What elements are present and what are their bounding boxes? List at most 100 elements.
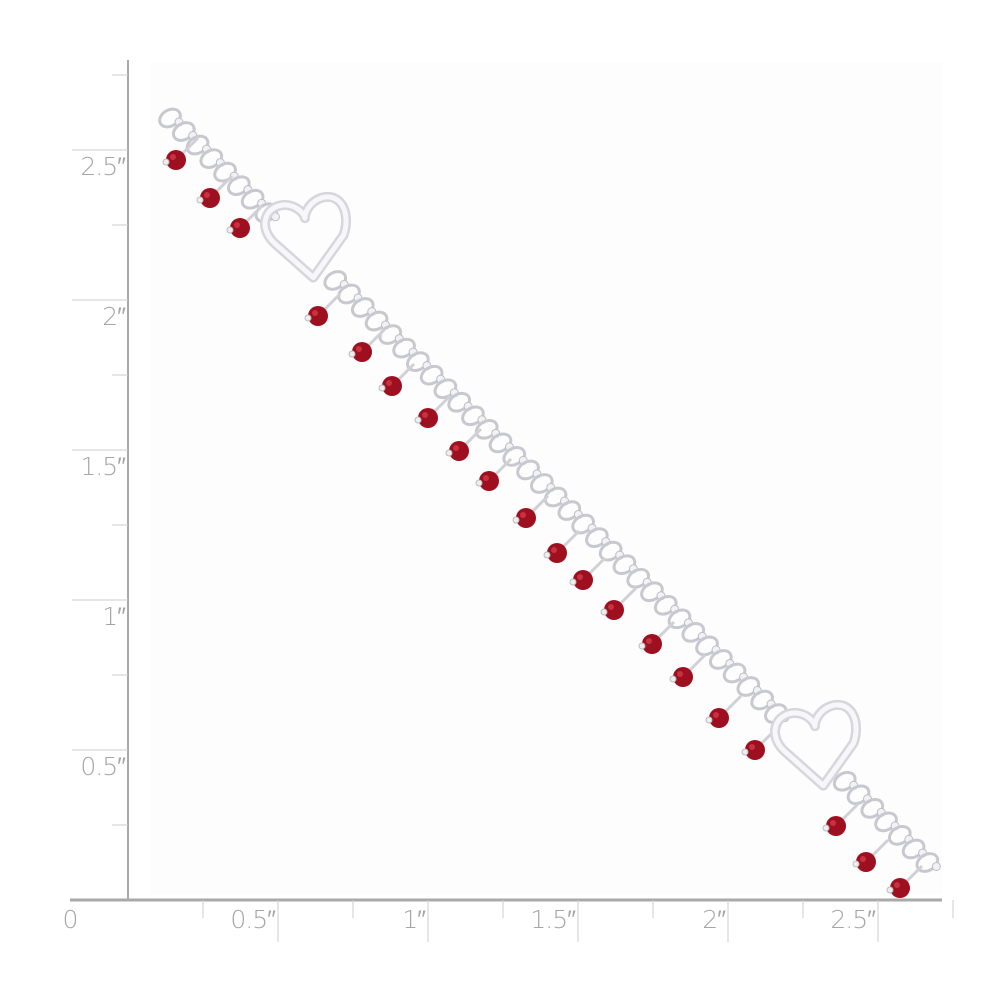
bead-cap	[852, 860, 860, 868]
bead-cap	[600, 608, 608, 616]
bead-highlight	[551, 547, 557, 553]
bead-highlight	[894, 882, 900, 888]
bead-highlight	[170, 154, 176, 160]
chain-link	[227, 175, 251, 197]
chain-link	[406, 351, 430, 372]
bead-cap	[475, 479, 483, 487]
chain-link	[502, 446, 527, 467]
red-bead	[230, 218, 250, 238]
bead-cap	[348, 350, 356, 358]
chain-link	[681, 622, 706, 643]
bead-cap	[886, 886, 894, 894]
y-label-1.5: 1.5″	[80, 452, 126, 481]
bead-highlight	[577, 574, 583, 580]
chain-link	[571, 513, 595, 535]
red-bead	[418, 408, 438, 428]
ruler	[70, 60, 954, 942]
bead-cap	[445, 449, 453, 457]
red-bead	[166, 150, 186, 170]
bead-cap	[741, 748, 749, 756]
chain-link	[337, 283, 361, 305]
red-bead	[573, 570, 593, 590]
bead-highlight	[312, 310, 318, 316]
chain-link	[750, 689, 774, 711]
chain-link	[323, 270, 348, 291]
x-label-2: 2″	[702, 905, 726, 934]
chain-link	[488, 432, 513, 454]
chain-link	[185, 134, 210, 156]
bead-highlight	[204, 192, 210, 198]
chain-link	[915, 852, 940, 873]
bead-cap	[512, 516, 520, 524]
y-label-1: 1″	[102, 602, 126, 631]
bead-highlight	[234, 222, 240, 228]
chain-link	[722, 662, 747, 684]
x-label-0: 0	[62, 905, 79, 934]
red-bead	[856, 852, 876, 872]
bead-cap	[226, 226, 234, 234]
x-label-1.5: 1.5″	[530, 905, 576, 934]
red-bead	[382, 376, 402, 396]
heart-charm-shine	[262, 194, 349, 281]
x-label-0.5: 0.5″	[230, 905, 276, 934]
chain-link	[199, 148, 224, 169]
bead-highlight	[422, 412, 428, 418]
y-label-2: 2″	[102, 302, 126, 331]
bead-cap	[669, 675, 677, 683]
silver-ball	[931, 861, 941, 871]
x-label-2.5: 2.5″	[830, 905, 876, 934]
chain-link	[364, 310, 389, 332]
bead-highlight	[356, 346, 362, 352]
chain-link	[557, 500, 582, 521]
red-bead	[479, 471, 499, 491]
bead-cap	[196, 196, 204, 204]
chain-link	[695, 635, 719, 657]
x-label-1: 1″	[402, 905, 426, 934]
chain-link	[626, 567, 651, 589]
bead-highlight	[483, 475, 489, 481]
red-bead	[516, 508, 536, 528]
bead-highlight	[830, 820, 836, 826]
chain-link	[901, 838, 926, 860]
chain-link	[447, 391, 472, 413]
chain-link	[612, 554, 637, 576]
chain-link	[640, 581, 664, 603]
red-bead	[200, 188, 220, 208]
bead-cap	[569, 578, 577, 586]
red-bead	[604, 600, 624, 620]
red-bead	[709, 708, 729, 728]
chain-link	[392, 337, 416, 359]
bead-highlight	[860, 856, 866, 862]
chain-link	[598, 540, 623, 562]
bead-cap	[162, 158, 170, 166]
chain-link	[543, 486, 568, 508]
chain-link	[378, 324, 403, 345]
bead-cap	[543, 551, 551, 559]
chain-link	[860, 797, 885, 819]
y-label-2.5: 2.5″	[80, 152, 126, 181]
bead-highlight	[520, 512, 526, 518]
bead-highlight	[749, 744, 755, 750]
chain-link	[461, 405, 485, 427]
red-bead	[449, 441, 469, 461]
chain-link	[887, 825, 912, 846]
bead-highlight	[646, 638, 652, 644]
chain-link	[708, 649, 733, 670]
bead-cap	[822, 824, 830, 832]
chain-link	[350, 297, 375, 318]
red-bead	[826, 816, 846, 836]
chain-link	[240, 188, 265, 210]
bead-highlight	[713, 712, 719, 718]
chain-link	[516, 459, 540, 481]
chain-link	[529, 473, 554, 494]
bead-cap	[414, 416, 422, 424]
chain-link	[832, 770, 857, 792]
red-bead	[308, 306, 328, 326]
photo-backdrop	[150, 62, 942, 894]
heart-charm-shine	[772, 702, 859, 789]
red-bead	[642, 634, 662, 654]
bead-cap	[304, 314, 312, 322]
red-beads	[162, 136, 924, 898]
bracelet-chain	[158, 107, 941, 873]
